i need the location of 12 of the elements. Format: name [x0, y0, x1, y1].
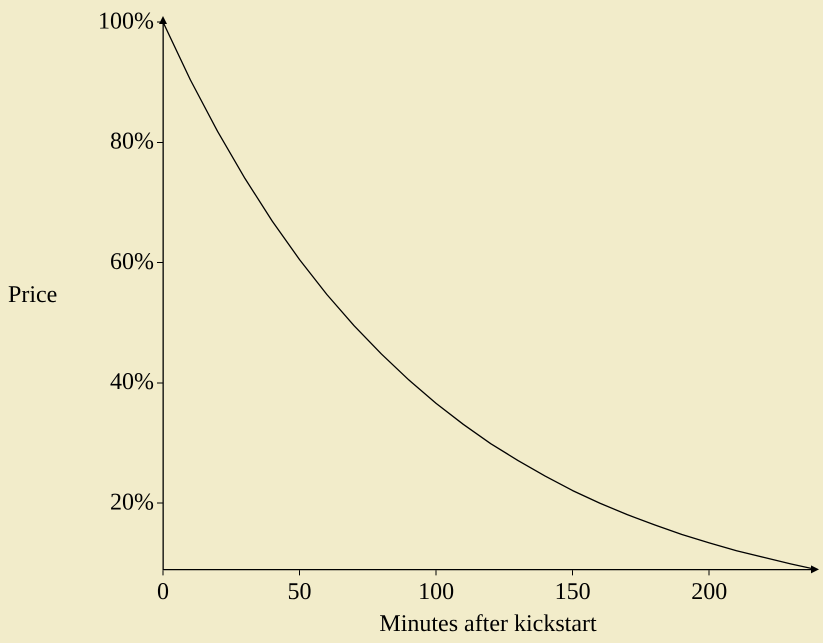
y-tick-label: 80%: [110, 128, 154, 155]
y-tick-label: 20%: [110, 490, 154, 516]
x-tick-label: 0: [156, 579, 169, 606]
y-tick-label: 60%: [110, 248, 154, 275]
x-tick-label: 50: [288, 579, 312, 606]
x-axis-title: Minutes after kickstart: [379, 610, 597, 637]
x-tick-label: 200: [691, 579, 728, 606]
y-tick-label: 40%: [110, 369, 154, 396]
x-tick-label: 150: [554, 579, 591, 606]
x-tick-label: 100: [418, 579, 454, 606]
y-axis-title: Price: [8, 282, 58, 309]
y-tick-label: 100%: [98, 8, 154, 34]
